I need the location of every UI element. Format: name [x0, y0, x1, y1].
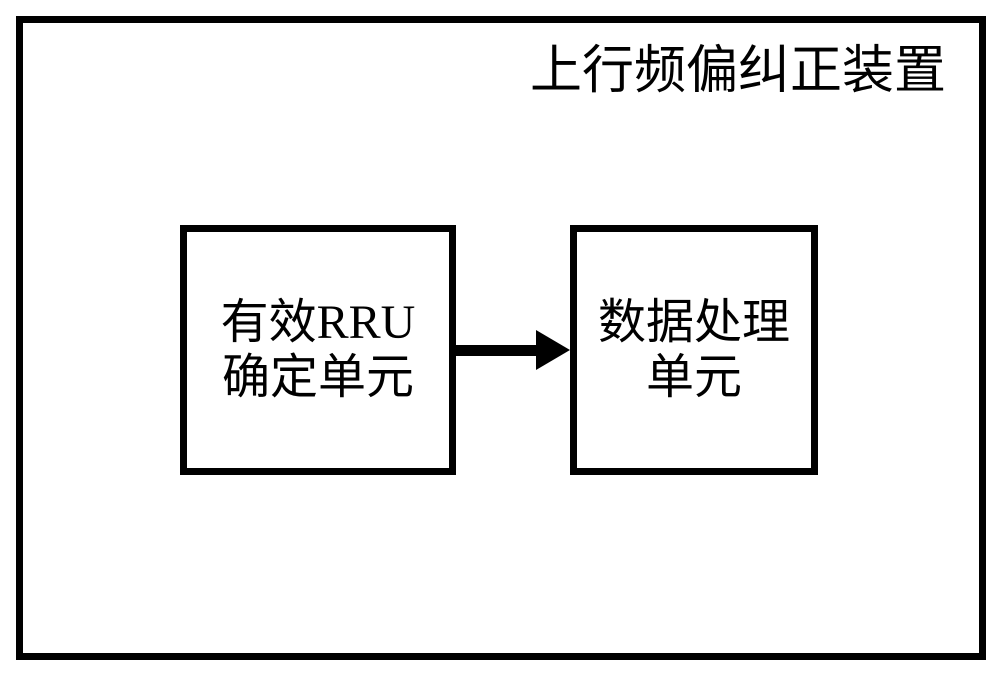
box-label: 数据处理 单元	[598, 295, 790, 405]
data-processing-unit: 数据处理 单元	[570, 225, 818, 475]
box-label: 有效RRU 确定单元	[221, 295, 416, 405]
valid-rru-determination-unit: 有效RRU 确定单元	[180, 225, 456, 475]
device-container	[16, 16, 986, 660]
arrow-head-icon	[536, 330, 570, 370]
arrow-shaft	[456, 345, 536, 356]
device-title: 上行频偏纠正装置	[530, 28, 946, 103]
